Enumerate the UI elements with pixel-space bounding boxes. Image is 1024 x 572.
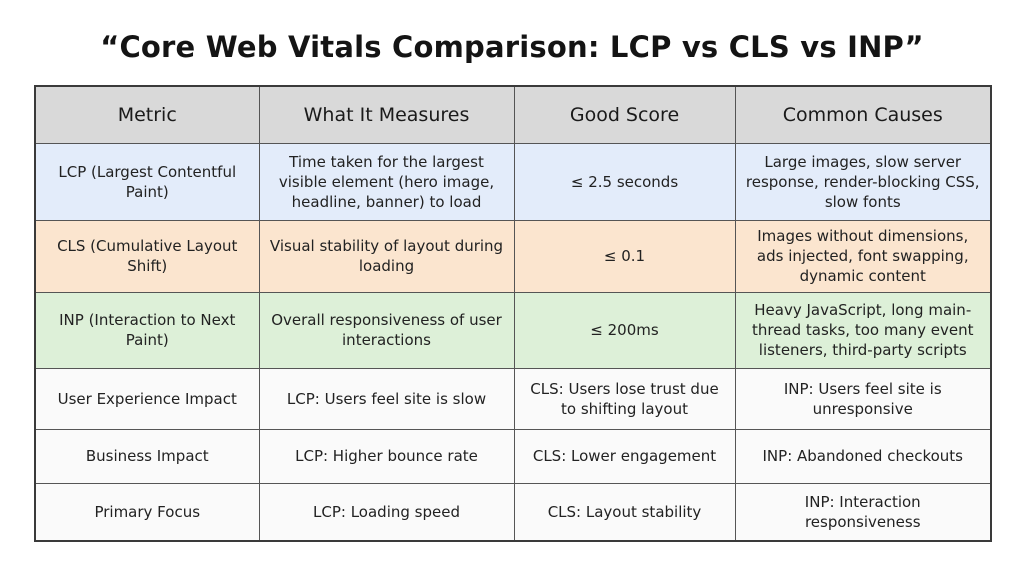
header-good-score: Good Score [513,85,736,144]
table-cell: User Experience Impact [34,367,260,430]
page-title: “Core Web Vitals Comparison: LCP vs CLS … [100,30,924,64]
table-cell: CLS: Lower engagement [513,428,736,484]
table-row-primary-focus: Primary Focus LCP: Loading speed CLS: La… [34,482,992,542]
table-cell: INP: Interaction responsiveness [734,482,992,542]
table-row-inp: INP (Interaction to Next Paint) Overall … [34,291,992,369]
table-cell: Business Impact [34,428,260,484]
table-cell: INP (Interaction to Next Paint) [34,291,260,369]
table-cell: ≤ 200ms [513,291,736,369]
table-row-user-experience: User Experience Impact LCP: Users feel s… [34,367,992,430]
header-metric: Metric [34,85,260,144]
header-what-it-measures: What It Measures [258,85,515,144]
header-common-causes: Common Causes [734,85,992,144]
table-row-business-impact: Business Impact LCP: Higher bounce rate … [34,428,992,484]
table-cell: Images without dimensions, ads injected,… [734,219,992,293]
table-row-cls: CLS (Cumulative Layout Shift) Visual sta… [34,219,992,293]
table-cell: Time taken for the largest visible eleme… [258,142,515,221]
table-cell: CLS: Users lose trust due to shifting la… [513,367,736,430]
table-cell: ≤ 0.1 [513,219,736,293]
table-cell: LCP (Largest Contentful Paint) [34,142,260,221]
table-cell: LCP: Higher bounce rate [258,428,515,484]
table-cell: CLS: Layout stability [513,482,736,542]
table-cell: Heavy JavaScript, long main-thread tasks… [734,291,992,369]
table-cell: LCP: Users feel site is slow [258,367,515,430]
table-cell: CLS (Cumulative Layout Shift) [34,219,260,293]
table-row-lcp: LCP (Largest Contentful Paint) Time take… [34,142,992,221]
table-header-row: Metric What It Measures Good Score Commo… [34,85,992,144]
comparison-table: Metric What It Measures Good Score Commo… [34,85,992,542]
table-cell: Large images, slow server response, rend… [734,142,992,221]
table-cell: Visual stability of layout during loadin… [258,219,515,293]
table-cell: LCP: Loading speed [258,482,515,542]
table-cell: ≤ 2.5 seconds [513,142,736,221]
table-cell: Primary Focus [34,482,260,542]
table-cell: INP: Abandoned checkouts [734,428,992,484]
table-cell: INP: Users feel site is unresponsive [734,367,992,430]
table-cell: Overall responsiveness of user interacti… [258,291,515,369]
